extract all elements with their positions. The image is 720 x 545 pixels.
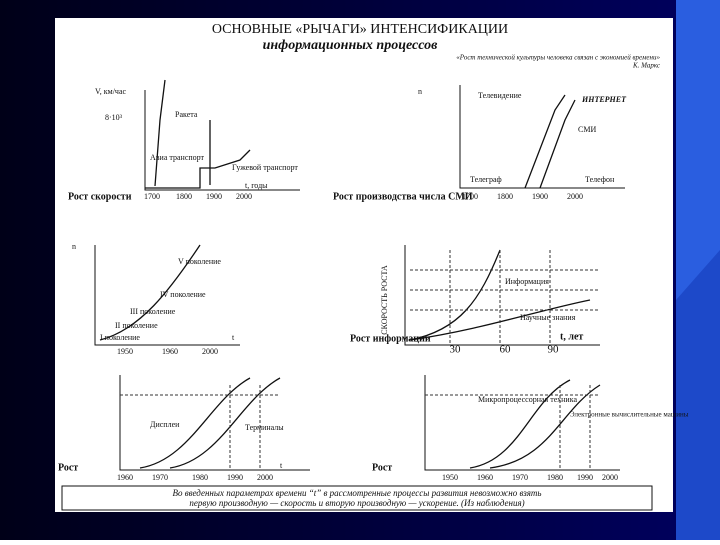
label: Гужевой транспорт bbox=[232, 163, 298, 172]
label: Авиа транспорт bbox=[150, 153, 205, 162]
tick-label: 1960 bbox=[117, 473, 133, 482]
caption: Рост bbox=[372, 462, 392, 473]
tick-label: 1700 bbox=[462, 192, 478, 201]
tick-label: 1950 bbox=[117, 347, 133, 356]
title: ОСНОВНЫЕ «РЫЧАГИ» ИНТЕНСИФИКАЦИИ bbox=[212, 22, 508, 37]
footer-line: первую производную — скорость и вторую п… bbox=[189, 498, 524, 508]
tick-label: 90 bbox=[548, 344, 560, 356]
tick-label: 2000 bbox=[257, 473, 273, 482]
axis-label: СКОРОСТЬ РОСТА bbox=[380, 265, 389, 335]
label: Дисплеи bbox=[150, 420, 180, 429]
tick-label: 1990 bbox=[577, 473, 593, 482]
tick-label: 2000 bbox=[202, 347, 218, 356]
label: Терминалы bbox=[245, 423, 284, 432]
tick-label: 1960 bbox=[477, 473, 493, 482]
tick-label: 1970 bbox=[512, 473, 528, 482]
tick-label: 1900 bbox=[206, 192, 222, 201]
label: Микропроцессорная техника bbox=[478, 395, 577, 404]
tick-label: 1960 bbox=[162, 347, 178, 356]
axis-label: n bbox=[72, 242, 76, 251]
subtitle: информационных процессов bbox=[263, 38, 438, 53]
label: Информация bbox=[505, 277, 549, 286]
caption: Рост производства числа СМИ bbox=[333, 191, 473, 202]
caption: Рост скорости bbox=[68, 191, 132, 202]
panel: Информация Научные знания СКОРОСТЬ РОСТА… bbox=[350, 245, 600, 356]
label: III поколение bbox=[130, 307, 176, 316]
tick-label: 1980 bbox=[547, 473, 563, 482]
label: II поколение bbox=[115, 321, 158, 330]
panel: Микропроцессорная техника Электронные вы… bbox=[372, 375, 689, 482]
tick-label: 1800 bbox=[176, 192, 192, 201]
label: Телеграф bbox=[470, 175, 502, 184]
axis-label: t, годы bbox=[245, 181, 268, 190]
tick-label: 1970 bbox=[152, 473, 168, 482]
label: IV поколение bbox=[160, 290, 206, 299]
tick-label: 2000 bbox=[602, 473, 618, 482]
tick-label: 2000 bbox=[567, 192, 583, 201]
tick-label: 8·10³ bbox=[105, 113, 123, 122]
panel: n V поколение IV поколение III поколение… bbox=[72, 242, 240, 356]
label: Научные знания bbox=[520, 313, 576, 322]
axis-label: t bbox=[280, 461, 283, 470]
tick-label: 1990 bbox=[227, 473, 243, 482]
axis-label: n bbox=[418, 87, 422, 96]
label: СМИ bbox=[578, 125, 596, 134]
footer-box bbox=[61, 485, 653, 511]
corner-shape bbox=[676, 250, 720, 540]
axis-label: t, лет bbox=[560, 331, 583, 342]
label: ИНТЕРНЕТ bbox=[581, 95, 627, 104]
label: I поколение bbox=[100, 333, 140, 342]
panel: n Телевидение ИНТЕРНЕТ СМИ Телеграф Теле… bbox=[333, 85, 627, 202]
quote-author: К. Маркс bbox=[632, 62, 661, 70]
axis-label: V, км/час bbox=[95, 87, 126, 96]
tick-label: 1980 bbox=[192, 473, 208, 482]
axis-label: t bbox=[232, 333, 235, 342]
label: Электронные вычислительные машины bbox=[570, 411, 689, 419]
caption: Рост информации bbox=[350, 333, 431, 344]
tick-label: 1900 bbox=[532, 192, 548, 201]
footer-line: Во введенных параметрах времени “t” в ра… bbox=[172, 488, 541, 498]
tick-label: 1950 bbox=[442, 473, 458, 482]
tick-label: 1700 bbox=[144, 192, 160, 201]
label: Телефон bbox=[585, 175, 615, 184]
label: Ракета bbox=[175, 110, 198, 119]
caption: Рост bbox=[58, 462, 78, 473]
label: V поколение bbox=[178, 257, 221, 266]
tick-label: 1800 bbox=[497, 192, 513, 201]
quote: «Рост технической культуры человека связ… bbox=[456, 54, 660, 62]
panel: Дисплеи Терминалы 1960 1970 1980 1990 20… bbox=[58, 375, 310, 482]
label: Телевидение bbox=[478, 91, 522, 100]
panel: V, км/час 8·10³ Ракета Авиа транспорт Гу… bbox=[68, 79, 300, 202]
tick-label: 2000 bbox=[236, 192, 252, 201]
scan-panel bbox=[55, 18, 673, 512]
tick-label: 60 bbox=[500, 344, 512, 356]
tick-label: 30 bbox=[450, 344, 462, 356]
